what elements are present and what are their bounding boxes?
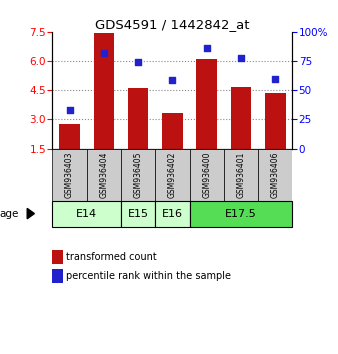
Bar [196, 59, 217, 149]
Bar [224, 149, 258, 201]
Text: E17.5: E17.5 [225, 209, 257, 218]
Bar [155, 149, 190, 201]
Text: GSM936400: GSM936400 [202, 152, 211, 198]
Text: GSM936404: GSM936404 [99, 152, 108, 198]
Text: GSM936403: GSM936403 [65, 152, 74, 198]
Point [204, 45, 209, 51]
Bar [190, 149, 224, 201]
Text: E16: E16 [162, 209, 183, 218]
Point [170, 77, 175, 82]
Point [238, 55, 244, 61]
Polygon shape [27, 209, 34, 219]
Bar [155, 201, 190, 227]
Bar [231, 87, 251, 149]
Text: E14: E14 [76, 209, 97, 218]
Point [272, 76, 278, 81]
Text: GSM936401: GSM936401 [237, 152, 245, 198]
Text: GSM936406: GSM936406 [271, 152, 280, 198]
Bar [52, 201, 121, 227]
Bar [258, 149, 292, 201]
Text: GSM936402: GSM936402 [168, 152, 177, 198]
Bar [265, 93, 286, 149]
Bar [94, 33, 114, 149]
Bar [121, 201, 155, 227]
Bar [128, 88, 148, 149]
Bar [190, 201, 292, 227]
Text: age: age [0, 209, 19, 218]
Bar [59, 124, 80, 149]
Text: percentile rank within the sample: percentile rank within the sample [66, 271, 231, 281]
Bar [162, 113, 183, 149]
Bar [87, 149, 121, 201]
Point [136, 59, 141, 65]
Text: transformed count: transformed count [66, 252, 156, 262]
Bar [52, 149, 87, 201]
Point [101, 50, 106, 56]
Text: GSM936405: GSM936405 [134, 152, 143, 198]
Point [67, 107, 72, 113]
Text: E15: E15 [128, 209, 149, 218]
Title: GDS4591 / 1442842_at: GDS4591 / 1442842_at [95, 18, 250, 31]
Bar [121, 149, 155, 201]
